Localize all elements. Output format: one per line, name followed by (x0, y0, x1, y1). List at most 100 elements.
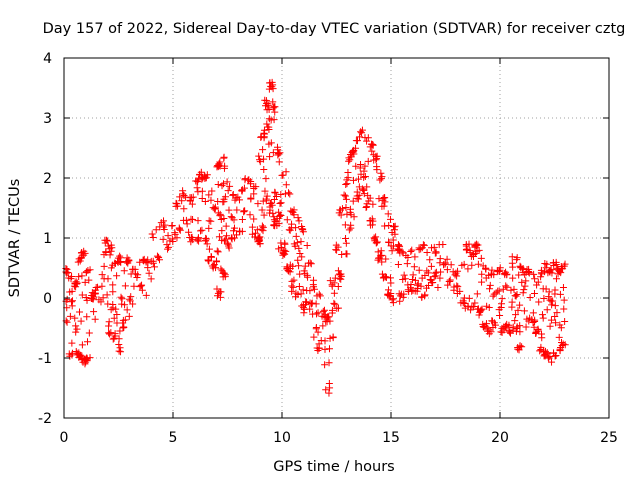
data-point (369, 200, 377, 208)
data-point (284, 189, 292, 197)
data-point (248, 223, 256, 231)
data-point (509, 274, 517, 282)
data-point (558, 341, 566, 349)
data-point (120, 267, 128, 275)
data-point (63, 295, 71, 303)
data-point (102, 248, 110, 256)
data-point (176, 193, 184, 201)
data-point (349, 176, 357, 184)
data-point (550, 349, 558, 357)
data-point (551, 352, 559, 360)
data-point (454, 267, 462, 275)
data-point (207, 217, 215, 225)
data-point (546, 268, 554, 276)
data-point (340, 191, 348, 199)
data-point (214, 180, 222, 188)
data-point (85, 276, 93, 284)
data-point (202, 235, 210, 243)
data-point (434, 284, 442, 292)
data-point (543, 349, 551, 357)
data-point (374, 256, 382, 264)
data-point (256, 158, 264, 166)
data-point (219, 198, 227, 206)
data-point (105, 318, 113, 326)
data-point (259, 146, 267, 154)
data-point (361, 134, 369, 142)
data-point (275, 220, 283, 228)
data-point (266, 153, 274, 161)
data-point (116, 327, 124, 335)
data-point (125, 312, 133, 320)
data-point (557, 324, 565, 332)
data-point (90, 308, 98, 316)
data-point (213, 247, 221, 255)
data-point (319, 322, 327, 330)
data-point (256, 156, 264, 164)
data-point (182, 216, 190, 224)
data-point (99, 294, 107, 302)
data-point (324, 313, 332, 321)
data-point (437, 268, 445, 276)
data-point (209, 264, 217, 272)
data-point (384, 210, 392, 218)
data-point (279, 249, 287, 257)
data-point (220, 154, 228, 162)
data-point (325, 345, 333, 353)
data-point (217, 265, 225, 273)
data-point (373, 163, 381, 171)
data-point (147, 257, 155, 265)
data-point (217, 288, 225, 296)
data-point (475, 246, 483, 254)
data-point (346, 156, 354, 164)
data-point (551, 302, 559, 310)
data-point (299, 228, 307, 236)
data-point (556, 290, 564, 298)
data-point (529, 318, 537, 326)
data-point (194, 217, 202, 225)
data-point (164, 245, 172, 253)
data-point (306, 259, 314, 267)
data-point (103, 291, 111, 299)
data-point (187, 194, 195, 202)
data-point (223, 232, 231, 240)
data-point (223, 239, 231, 247)
data-point (409, 286, 417, 294)
data-point (180, 191, 188, 199)
data-point (430, 273, 438, 281)
data-point (552, 319, 560, 327)
y-tick-label: 1 (43, 231, 52, 247)
data-point (389, 299, 397, 307)
data-point (418, 274, 426, 282)
data-point (136, 283, 144, 291)
data-point (502, 282, 510, 290)
x-tick-label: 0 (60, 430, 69, 446)
data-point (182, 193, 190, 201)
data-point (338, 205, 346, 213)
data-point (419, 241, 427, 249)
axis-ticks (63, 57, 610, 419)
data-point (409, 271, 417, 279)
data-point (263, 192, 271, 200)
data-point (458, 261, 466, 269)
data-point (543, 306, 551, 314)
data-point (498, 328, 506, 336)
data-point (226, 182, 234, 190)
data-point (262, 195, 270, 203)
data-point (357, 170, 365, 178)
data-point (260, 211, 268, 219)
x-tick-label: 15 (382, 430, 400, 446)
data-point (109, 335, 117, 343)
data-point (277, 191, 285, 199)
data-point (386, 215, 394, 223)
data-point (214, 248, 222, 256)
data-point (218, 227, 226, 235)
data-point (560, 296, 568, 304)
data-point (205, 224, 213, 232)
data-point (266, 79, 274, 87)
data-point (286, 190, 294, 198)
data-point (315, 290, 323, 298)
data-point (557, 269, 565, 277)
data-point (276, 149, 284, 157)
data-point (489, 292, 497, 300)
data-point (352, 162, 360, 170)
